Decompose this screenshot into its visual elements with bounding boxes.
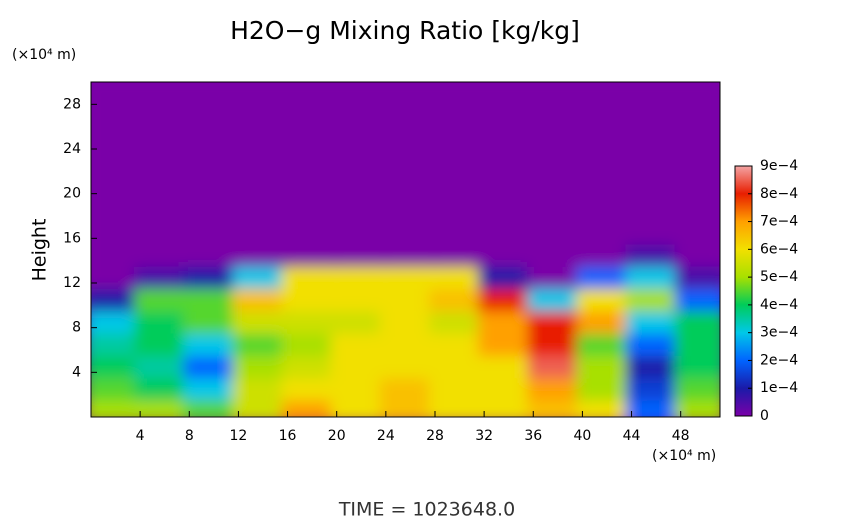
colorbar-tick-label: 9e−4 [760, 158, 798, 174]
field-cells [91, 82, 720, 417]
time-annotation: TIME = 1023648.0 [338, 499, 515, 519]
x-tick-label: 40 [573, 428, 591, 444]
colorbar-tick-label: 1e−4 [760, 380, 798, 396]
y-tick-label: 4 [72, 364, 81, 380]
plot-frame [90, 81, 721, 418]
y-unit: (×10⁴ m) [12, 47, 76, 63]
x-tick-label: 44 [623, 428, 641, 444]
y-tick-label: 8 [72, 320, 81, 336]
chart-title: H2O−g Mixing Ratio [kg/kg] [230, 16, 580, 45]
field [91, 82, 720, 417]
y-tick-label: 12 [63, 275, 81, 291]
x-tick-label: 28 [426, 428, 444, 444]
x-unit: (×10⁴ m) [652, 448, 716, 464]
colorbar [734, 165, 753, 417]
y-axis-label: Height [29, 219, 51, 282]
x-tick-label: 20 [328, 428, 346, 444]
colorbar-tick-label: 4e−4 [760, 297, 798, 313]
x-tick-label: 48 [672, 428, 690, 444]
colorbar-tick-label: 7e−4 [760, 214, 798, 230]
x-tick-label: 16 [279, 428, 297, 444]
x-tick-label: 4 [136, 428, 145, 444]
colorbar-tick-label: 5e−4 [760, 269, 798, 285]
axes: 4 8 12 16 20 24 28 32 36 40 44 4848121620242801e−42… [63, 81, 798, 444]
y-tick-label: 24 [63, 141, 81, 157]
x-tick-label: 12 [230, 428, 248, 444]
x-tick-label: 24 [377, 428, 395, 444]
colorbar-tick-label: 0 [760, 408, 769, 424]
colorbar-tick-label: 2e−4 [760, 352, 798, 368]
colorbar-tick-label: 8e−4 [760, 186, 798, 202]
y-tick-label: 16 [63, 230, 81, 246]
x-tick-label: 8 [185, 428, 194, 444]
colorbar-tick-label: 3e−4 [760, 325, 798, 341]
y-tick-label: 20 [63, 186, 81, 202]
x-tick-label: 32 [475, 428, 493, 444]
x-tick-label: 36 [524, 428, 542, 444]
y-tick-label: 28 [63, 96, 81, 112]
colorbar-tick-label: 6e−4 [760, 241, 798, 257]
cell [674, 82, 720, 111]
